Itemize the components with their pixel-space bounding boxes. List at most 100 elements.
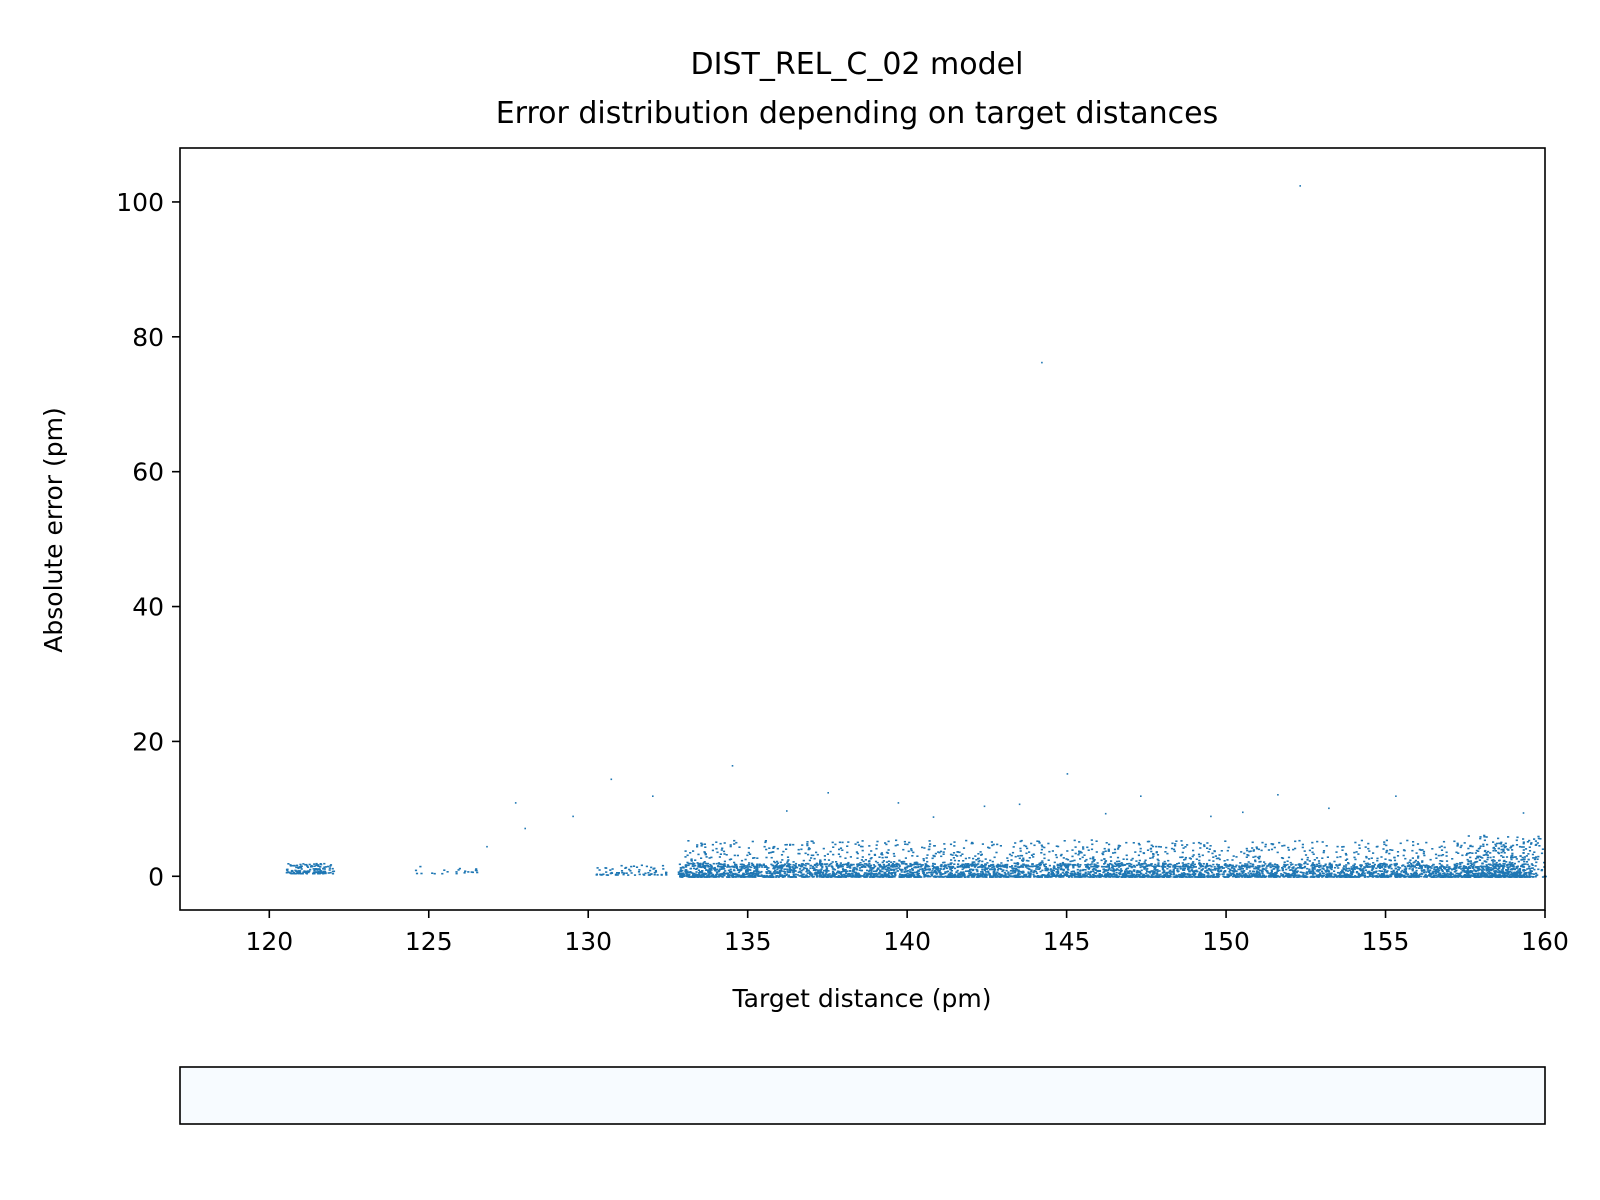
data-point xyxy=(654,869,657,872)
data-point xyxy=(981,876,984,878)
data-point xyxy=(292,872,295,875)
data-point xyxy=(1283,866,1287,868)
data-point xyxy=(1333,873,1336,876)
data-point xyxy=(710,874,713,877)
data-point xyxy=(909,865,912,868)
data-point xyxy=(291,864,294,867)
data-point xyxy=(1135,860,1138,862)
data-point xyxy=(1263,868,1266,870)
data-point xyxy=(1434,853,1438,856)
data-point xyxy=(303,871,306,873)
data-point xyxy=(908,841,911,844)
data-point xyxy=(1015,862,1018,865)
data-point xyxy=(1522,863,1525,865)
data-point xyxy=(758,866,761,868)
data-point xyxy=(1118,845,1122,847)
data-point xyxy=(901,876,904,878)
data-point xyxy=(784,863,787,865)
data-point xyxy=(304,864,307,866)
data-point xyxy=(825,863,829,865)
data-point xyxy=(1502,848,1505,851)
data-point xyxy=(752,871,755,874)
data-point xyxy=(1368,871,1371,874)
data-point xyxy=(1206,875,1209,877)
data-point xyxy=(821,873,824,875)
data-point xyxy=(1483,860,1487,863)
data-point xyxy=(933,867,936,869)
data-point xyxy=(1481,857,1484,859)
data-point xyxy=(1329,875,1333,878)
data-point xyxy=(1421,860,1424,862)
data-point xyxy=(805,875,808,878)
data-point xyxy=(1218,865,1221,868)
data-point xyxy=(850,864,853,867)
data-point xyxy=(765,871,768,873)
data-point xyxy=(885,856,888,859)
data-point xyxy=(1156,875,1159,877)
data-point xyxy=(1258,872,1261,874)
data-point xyxy=(943,867,946,870)
data-point xyxy=(770,876,773,878)
data-point xyxy=(952,857,955,859)
data-point xyxy=(1132,873,1135,876)
data-point xyxy=(1305,872,1308,874)
data-point xyxy=(1419,867,1422,869)
data-point xyxy=(1500,851,1503,854)
data-point xyxy=(818,869,821,871)
data-point xyxy=(1240,866,1243,868)
data-point xyxy=(802,868,805,871)
data-point xyxy=(1094,868,1097,870)
data-point xyxy=(1212,860,1215,862)
data-point xyxy=(1326,873,1329,875)
data-point xyxy=(1426,866,1430,869)
data-point xyxy=(1325,876,1329,878)
data-point xyxy=(1149,876,1152,878)
data-point xyxy=(985,871,988,873)
data-point xyxy=(847,873,850,876)
data-point xyxy=(988,847,991,849)
data-point xyxy=(1057,845,1060,848)
data-point xyxy=(1211,875,1214,877)
data-point xyxy=(458,867,461,870)
data-point xyxy=(1146,876,1149,878)
data-point xyxy=(1116,856,1120,859)
data-point xyxy=(747,876,751,878)
data-point xyxy=(867,866,870,868)
data-point xyxy=(873,873,876,875)
data-point xyxy=(1405,875,1408,878)
data-point xyxy=(1057,871,1060,874)
data-point xyxy=(1356,867,1359,870)
data-point xyxy=(1282,865,1285,868)
data-point xyxy=(1438,869,1441,872)
data-point xyxy=(890,864,893,866)
data-point xyxy=(891,875,894,877)
data-point xyxy=(715,873,718,876)
data-point xyxy=(990,864,993,866)
data-point xyxy=(689,876,692,878)
data-point xyxy=(1138,843,1141,846)
data-point xyxy=(720,873,723,875)
data-point xyxy=(1329,867,1332,870)
data-point xyxy=(779,864,782,867)
data-point xyxy=(1079,869,1082,871)
data-point xyxy=(1520,871,1523,874)
data-point xyxy=(1391,872,1394,874)
data-point xyxy=(1242,871,1245,873)
data-point xyxy=(1151,870,1154,872)
data-point xyxy=(1033,875,1036,877)
data-point xyxy=(1463,842,1466,844)
data-point xyxy=(953,859,957,862)
data-point xyxy=(823,863,826,865)
data-point xyxy=(1228,864,1231,867)
data-point xyxy=(690,876,693,878)
data-point xyxy=(1028,851,1031,853)
data-point xyxy=(897,867,900,869)
data-point xyxy=(681,866,684,868)
data-point xyxy=(1311,851,1314,854)
data-point xyxy=(1477,873,1480,876)
data-point xyxy=(1193,863,1196,866)
data-point xyxy=(862,860,865,863)
data-point xyxy=(292,871,295,874)
data-point xyxy=(1418,848,1421,851)
data-point xyxy=(656,874,659,876)
